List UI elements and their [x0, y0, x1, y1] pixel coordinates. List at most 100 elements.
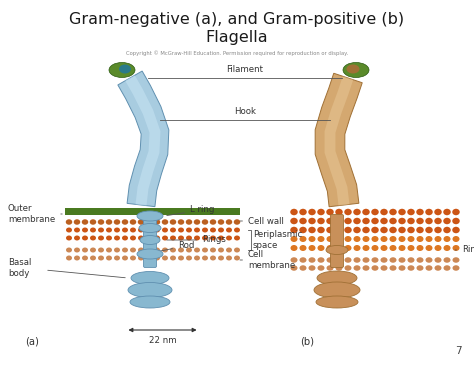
Ellipse shape	[130, 235, 136, 240]
Ellipse shape	[170, 219, 176, 225]
Ellipse shape	[434, 218, 442, 224]
Ellipse shape	[353, 218, 361, 224]
Ellipse shape	[300, 265, 307, 271]
Ellipse shape	[300, 245, 307, 251]
Ellipse shape	[371, 218, 379, 224]
Ellipse shape	[218, 247, 224, 253]
Ellipse shape	[389, 209, 397, 215]
Ellipse shape	[444, 265, 450, 271]
Ellipse shape	[138, 228, 144, 232]
Ellipse shape	[130, 247, 136, 253]
Ellipse shape	[318, 245, 325, 251]
Ellipse shape	[194, 247, 200, 253]
Ellipse shape	[154, 255, 160, 261]
Ellipse shape	[425, 209, 433, 215]
Text: Cell wall: Cell wall	[240, 217, 284, 225]
Ellipse shape	[98, 247, 104, 253]
Text: Copyright © McGraw-Hill Education. Permission required for reproduction or displ: Copyright © McGraw-Hill Education. Permi…	[126, 50, 348, 56]
Ellipse shape	[326, 218, 334, 224]
Ellipse shape	[390, 257, 396, 263]
Ellipse shape	[408, 265, 414, 271]
Ellipse shape	[389, 218, 397, 224]
Ellipse shape	[138, 255, 144, 261]
Text: Gram-negative (a), and Gram-positive (b): Gram-negative (a), and Gram-positive (b)	[69, 12, 405, 27]
Ellipse shape	[362, 209, 370, 215]
Ellipse shape	[363, 245, 370, 251]
Ellipse shape	[326, 209, 334, 215]
Ellipse shape	[138, 247, 144, 253]
Ellipse shape	[444, 257, 450, 263]
Ellipse shape	[162, 228, 168, 232]
Ellipse shape	[381, 257, 388, 263]
FancyBboxPatch shape	[65, 208, 240, 215]
Ellipse shape	[318, 236, 325, 242]
Ellipse shape	[106, 235, 112, 240]
Ellipse shape	[138, 235, 144, 240]
Ellipse shape	[326, 246, 348, 254]
Ellipse shape	[300, 257, 307, 263]
Ellipse shape	[210, 255, 216, 261]
Ellipse shape	[122, 228, 128, 232]
Text: Basal
body: Basal body	[8, 258, 31, 278]
Ellipse shape	[202, 255, 208, 261]
Ellipse shape	[74, 228, 80, 232]
Ellipse shape	[162, 255, 168, 261]
Ellipse shape	[90, 219, 96, 225]
Ellipse shape	[380, 227, 388, 233]
Ellipse shape	[186, 235, 192, 240]
Ellipse shape	[398, 218, 406, 224]
Ellipse shape	[336, 236, 343, 242]
Ellipse shape	[154, 247, 160, 253]
Ellipse shape	[186, 247, 192, 253]
Text: 22 nm: 22 nm	[149, 336, 176, 345]
Ellipse shape	[299, 218, 307, 224]
Ellipse shape	[354, 257, 361, 263]
Ellipse shape	[452, 209, 460, 215]
Ellipse shape	[309, 257, 316, 263]
Ellipse shape	[335, 227, 343, 233]
Ellipse shape	[434, 227, 442, 233]
Ellipse shape	[154, 228, 160, 232]
Ellipse shape	[453, 236, 459, 242]
Ellipse shape	[98, 255, 104, 261]
Ellipse shape	[372, 257, 379, 263]
Ellipse shape	[309, 236, 316, 242]
Ellipse shape	[407, 218, 415, 224]
Ellipse shape	[344, 218, 352, 224]
Ellipse shape	[114, 219, 120, 225]
Ellipse shape	[316, 296, 358, 308]
Ellipse shape	[346, 64, 359, 74]
Ellipse shape	[130, 296, 170, 308]
Ellipse shape	[443, 209, 451, 215]
Ellipse shape	[434, 209, 442, 215]
Ellipse shape	[314, 282, 360, 298]
Ellipse shape	[210, 247, 216, 253]
Ellipse shape	[66, 255, 72, 261]
Ellipse shape	[194, 219, 200, 225]
Ellipse shape	[309, 265, 316, 271]
Ellipse shape	[435, 245, 441, 251]
Ellipse shape	[122, 235, 128, 240]
Ellipse shape	[137, 211, 163, 221]
Ellipse shape	[408, 236, 414, 242]
Ellipse shape	[194, 228, 200, 232]
Ellipse shape	[146, 228, 152, 232]
Ellipse shape	[426, 257, 432, 263]
Ellipse shape	[308, 227, 316, 233]
Ellipse shape	[178, 235, 184, 240]
Text: 7: 7	[456, 346, 462, 356]
Ellipse shape	[326, 227, 334, 233]
Ellipse shape	[114, 235, 120, 240]
Ellipse shape	[74, 219, 80, 225]
Text: Filament: Filament	[227, 65, 264, 74]
Ellipse shape	[327, 257, 334, 263]
Ellipse shape	[372, 265, 379, 271]
Ellipse shape	[408, 257, 414, 263]
Ellipse shape	[66, 219, 72, 225]
Ellipse shape	[146, 247, 152, 253]
Ellipse shape	[380, 218, 388, 224]
Polygon shape	[315, 73, 362, 207]
Ellipse shape	[354, 236, 361, 242]
Ellipse shape	[178, 228, 184, 232]
Ellipse shape	[146, 255, 152, 261]
